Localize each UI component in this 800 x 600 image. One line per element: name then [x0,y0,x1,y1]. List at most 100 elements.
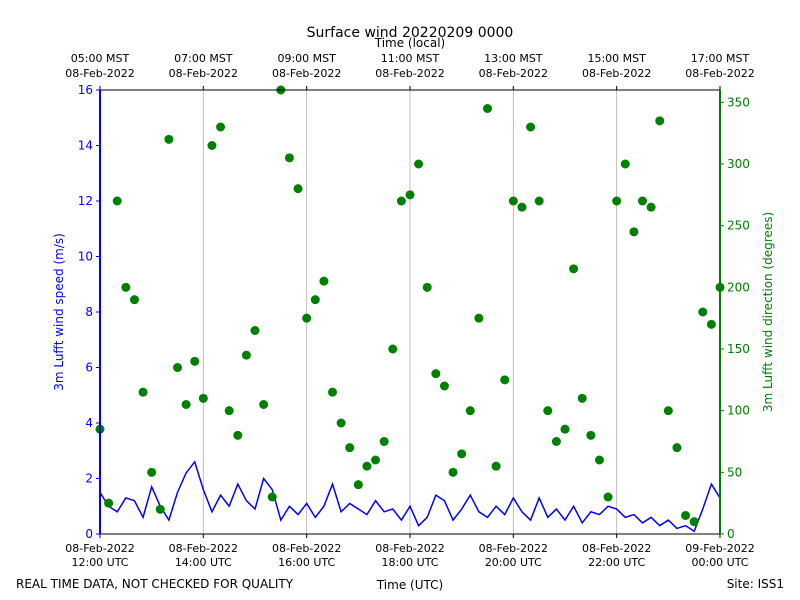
direction-point [388,344,398,354]
x-tick-label: 12:00 UTC [71,556,128,569]
x2-tick-label: 13:00 MST [484,52,543,65]
direction-point [603,492,613,502]
direction-point [164,134,174,144]
direction-point [181,400,191,409]
direction-point [138,387,148,397]
y-tick-label: 4 [85,416,93,430]
direction-point [706,319,716,329]
y2-tick-label: 0 [727,527,735,541]
direction-point [293,184,303,194]
x-tick-label: 22:00 UTC [588,556,645,569]
direction-point [620,159,630,169]
direction-point [422,282,432,292]
direction-point [112,196,122,206]
x2-tick-label: 08-Feb-2022 [685,67,754,80]
x-tick-label: 09-Feb-2022 [685,542,754,555]
y2-axis-label: 3m Lufft wind direction (degrees) [761,212,775,412]
y2-tick-label: 250 [727,219,750,233]
direction-point [241,350,251,360]
direction-point [155,504,165,514]
y2-tick-label: 300 [727,157,750,171]
direction-point [224,406,234,416]
chart-title: Surface wind 20220209 0000 [307,25,514,41]
direction-point [483,104,492,113]
direction-point [474,313,484,323]
y2-tick-label: 150 [727,342,750,356]
direction-point [345,443,355,453]
x-tick-label: 18:00 UTC [381,556,438,569]
direction-point [353,480,363,490]
direction-point [646,202,656,212]
direction-point [465,406,475,416]
x2-tick-label: 07:00 MST [174,52,233,65]
x-tick-label: 08-Feb-2022 [582,542,651,555]
direction-point [698,307,708,317]
direction-point [362,461,372,471]
direction-point [448,467,458,477]
y2-tick-label: 50 [727,465,742,479]
x-tick-label: 16:00 UTC [278,556,335,569]
y-axis-label: 3m Lufft wind speed (m/s) [52,233,66,391]
direction-point [500,375,510,385]
x2-tick-label: 09:00 MST [277,52,336,65]
y-tick-label: 0 [85,527,93,541]
y2-tick-label: 100 [727,404,750,418]
direction-point [457,449,467,459]
direction-point [216,122,226,132]
direction-point [284,153,294,163]
direction-point [508,196,518,206]
direction-point [147,467,157,477]
x2-tick-label: 05:00 MST [71,52,130,65]
direction-point [173,363,182,372]
direction-point [560,424,570,434]
x-tick-label: 08-Feb-2022 [479,542,548,555]
direction-point [336,418,346,428]
direction-point [431,369,441,379]
direction-point [663,406,673,416]
x2-tick-label: 08-Feb-2022 [169,67,238,80]
direction-point [310,295,320,305]
direction-point [655,116,665,126]
speed-line [99,460,721,533]
direction-point [396,196,406,206]
direction-point [379,437,389,446]
direction-point [569,264,579,274]
x-tick-label: 08-Feb-2022 [65,542,134,555]
direction-point [129,295,139,305]
x-tick-label: 08-Feb-2022 [375,542,444,555]
direction-point [551,437,561,446]
direction-point [259,400,269,409]
direction-point [104,498,114,508]
y-tick-label: 8 [85,305,93,319]
direction-point [491,461,501,471]
direction-point [543,406,553,416]
direction-point [319,276,329,286]
y2-tick-label: 350 [727,95,750,109]
x2-tick-label: 08-Feb-2022 [65,67,134,80]
direction-point [190,356,200,366]
y-tick-label: 10 [78,250,93,264]
direction-point [681,511,691,520]
direction-point [207,141,217,150]
direction-point [672,443,682,453]
x-tick-label: 08-Feb-2022 [169,542,238,555]
x-tick-label: 14:00 UTC [175,556,232,569]
direction-point [612,196,622,206]
direction-point [689,517,699,527]
direction-point [594,455,604,465]
direction-point [638,196,647,206]
x2-tick-label: 08-Feb-2022 [479,67,548,80]
direction-point [577,393,587,403]
direction-point [371,455,381,465]
direction-point [405,190,415,200]
x2-tick-label: 11:00 MST [381,52,440,65]
y-tick-label: 6 [85,361,93,375]
x-tick-label: 00:00 UTC [691,556,748,569]
x2-tick-label: 17:00 MST [691,52,750,65]
direction-point [121,282,131,292]
direction-point [526,122,536,132]
direction-point [233,430,243,440]
x-tick-label: 08-Feb-2022 [272,542,341,555]
site-label: Site: ISS1 [727,577,784,591]
y-tick-label: 14 [78,139,93,153]
